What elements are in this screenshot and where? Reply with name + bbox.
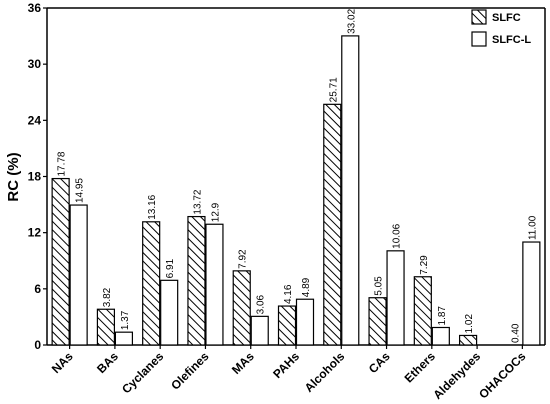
data-labels: 17.78 14.95 3.82 1.37 13.16 6.91 13.72 12.9 7.92… <box>57 8 539 343</box>
bar-slfc-l-cyclanes <box>160 279 179 346</box>
data-label-slfc-bas: 3.82 <box>102 287 113 307</box>
data-label-slfc-aldehydes: 1.02 <box>464 314 475 334</box>
x-tick-label-aldehydes: Aldehydes <box>430 349 483 402</box>
x-tick-label-cyclanes: Cyclanes <box>119 349 166 396</box>
data-label-slfc-alcohols: 25.71 <box>328 77 339 102</box>
data-label-slfc-l-olefines: 12.9 <box>210 202 221 222</box>
data-label-slfc-l-ohacocs: 11.00 <box>527 215 538 240</box>
bar-slfc-l-olefines <box>205 223 224 346</box>
x-tick-label-nas: NAs <box>49 349 76 376</box>
data-label-slfc-l-bas: 1.37 <box>120 310 131 330</box>
y-tick-label: 18 <box>28 170 42 184</box>
bar-slfc-l-ethers <box>431 326 450 346</box>
bar-slfc-l-cas <box>386 250 405 346</box>
data-label-slfc-ethers: 7.29 <box>419 255 430 275</box>
data-label-slfc-mas: 7.92 <box>238 249 249 269</box>
y-tick-label: 0 <box>34 338 41 352</box>
y-tick-label: 24 <box>28 113 42 127</box>
bars <box>51 35 541 346</box>
x-tick-label-mas: MAs <box>229 349 257 377</box>
bar-slfc-nas <box>51 177 70 346</box>
data-label-slfc-cyclanes: 13.16 <box>147 194 158 219</box>
legend-label-slfc-l: SLFC-L <box>492 34 531 46</box>
y-tick-label: 6 <box>34 282 41 296</box>
y-tick-label: 30 <box>28 57 42 71</box>
data-label-slfc-l-nas: 14.95 <box>75 178 86 203</box>
legend: SLFC SLFC-L <box>471 9 531 47</box>
x-tick-label-pahs: PAHs <box>270 349 302 381</box>
data-label-extra-ohacocs: 0.40 <box>510 323 521 343</box>
data-label-slfc-cas: 5.05 <box>374 276 385 296</box>
bar-slfc-l-ohacocs <box>522 241 541 346</box>
bar-slfc-pahs <box>277 305 297 346</box>
bar-slfc-l-bas <box>114 331 134 346</box>
x-tick-label-ohacocs: OHACOCs <box>476 349 529 402</box>
bar-slfc-olefines <box>187 215 206 346</box>
bar-slfc-cas <box>368 297 387 346</box>
bar-slfc-l-alcohols <box>341 35 360 346</box>
bar-slfc-cyclanes <box>142 221 161 346</box>
data-label-slfc-l-pahs: 4.89 <box>301 277 312 297</box>
bar-slfc-alcohols <box>323 103 342 346</box>
data-label-slfc-l-mas: 3.06 <box>256 294 267 314</box>
x-tick-label-ethers: Ethers <box>402 349 439 386</box>
y-axis-label: RC (%) <box>5 152 22 201</box>
data-label-slfc-olefines: 13.72 <box>192 189 203 214</box>
bar-slfc-l-nas <box>69 204 88 346</box>
y-tick-label: 12 <box>28 226 42 240</box>
data-label-slfc-pahs: 4.16 <box>283 284 294 304</box>
legend-swatch-slfc <box>471 9 487 25</box>
data-label-slfc-l-alcohols: 33.02 <box>346 8 357 33</box>
bar-slfc-bas <box>96 308 116 346</box>
x-tick-label-olefines: Olefines <box>168 349 212 393</box>
x-tick-label-alcohols: Alcohols <box>302 349 348 395</box>
data-label-slfc-l-cas: 10.06 <box>392 223 403 248</box>
legend-label-slfc: SLFC <box>492 12 521 24</box>
bar-slfc-l-pahs <box>295 298 315 346</box>
y-tick-label: 36 <box>28 1 42 15</box>
x-tick-label-cas: CAs <box>366 349 393 376</box>
legend-swatch-slfc-l <box>471 31 487 47</box>
data-label-slfc-l-ethers: 1.87 <box>437 306 448 326</box>
data-label-slfc-l-cyclanes: 6.91 <box>165 258 176 278</box>
bar-slfc-l-mas <box>250 315 269 346</box>
x-tick-label-bas: BAs <box>94 349 121 376</box>
bar-slfc-aldehydes <box>458 334 478 346</box>
data-label-slfc-nas: 17.78 <box>57 151 68 176</box>
bar-slfc-mas <box>232 270 251 346</box>
bar-slfc-ethers <box>413 276 432 346</box>
